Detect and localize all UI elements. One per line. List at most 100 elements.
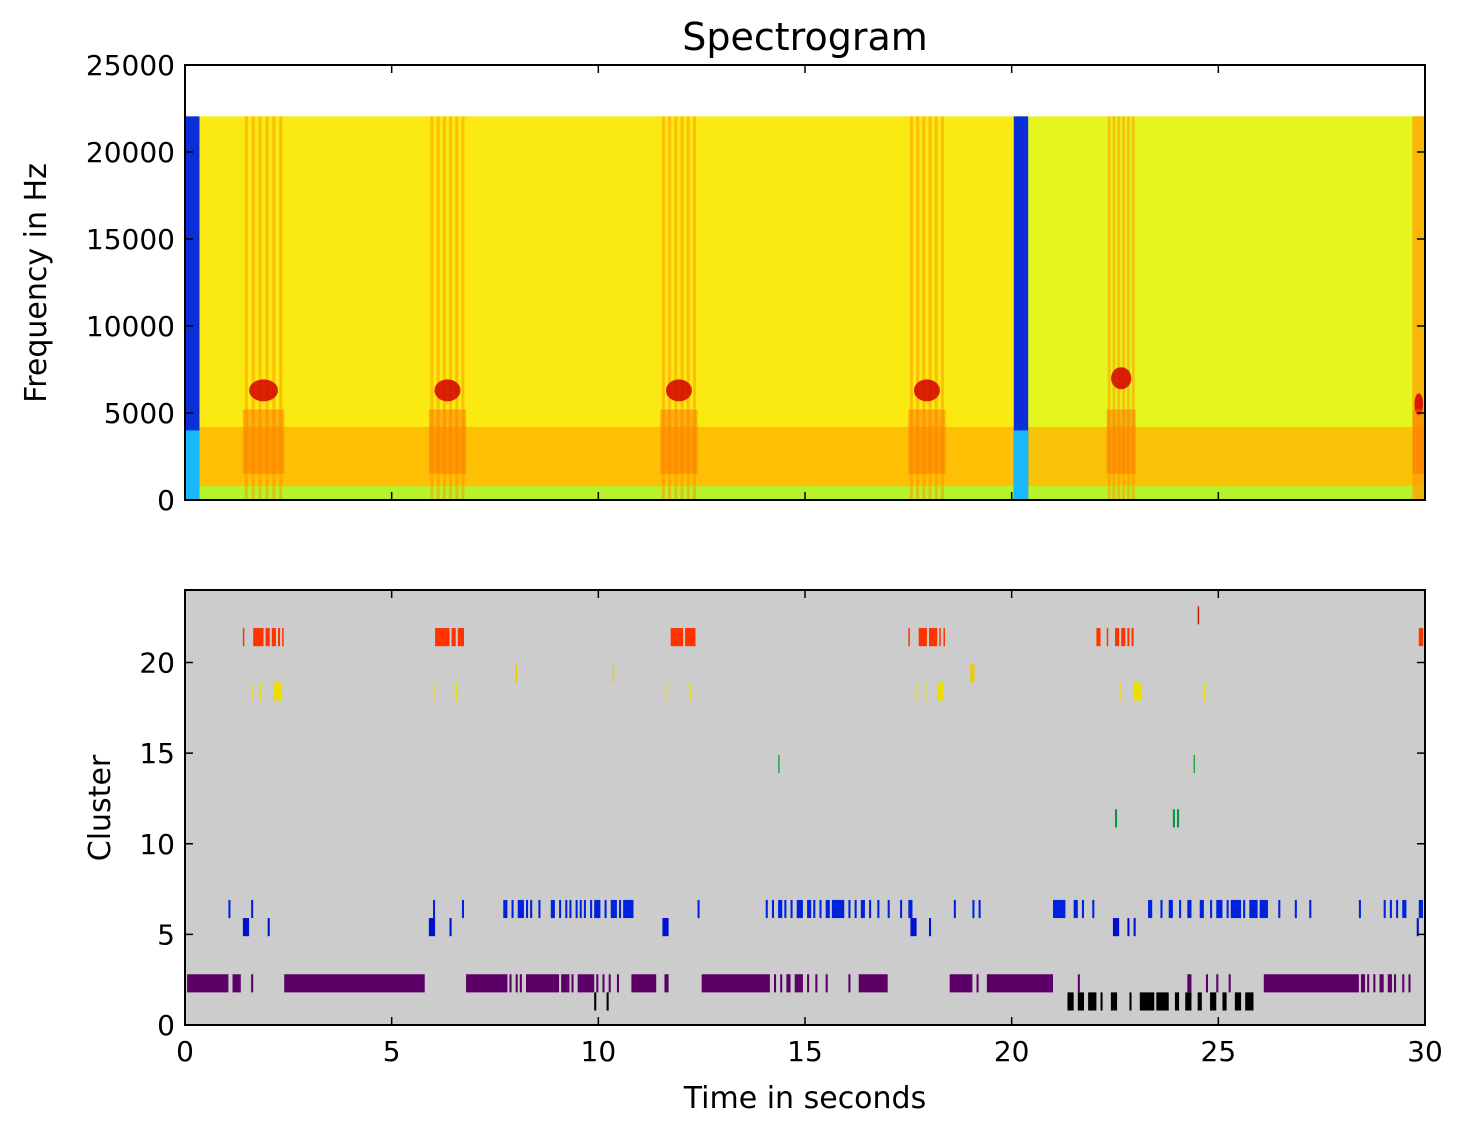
cluster-event-mark — [1243, 899, 1246, 919]
spectrogram-silence-column — [185, 116, 200, 500]
spectrogram-call-streak — [1131, 116, 1135, 500]
spectrogram-call-peak — [1111, 367, 1132, 390]
cluster-event-mark — [689, 682, 691, 701]
cluster-event-mark — [908, 628, 910, 647]
cluster-event-mark — [1228, 974, 1231, 993]
spectrogram-call-streak — [442, 116, 446, 500]
spectrogram-call-streak — [455, 116, 459, 500]
spectrogram-call-body — [908, 409, 946, 474]
cluster-event-mark — [1119, 682, 1121, 701]
cluster-event-mark — [265, 628, 270, 647]
cluster-event-mark — [1067, 992, 1074, 1011]
cluster-event-mark — [242, 918, 250, 937]
spectrogram-call-streak — [934, 116, 938, 500]
cluster-event-mark — [1172, 809, 1175, 828]
cluster-event-mark — [577, 974, 595, 993]
cluster-event-mark — [461, 899, 464, 919]
cluster-event-mark — [519, 974, 522, 993]
cluster-event-mark — [813, 899, 816, 919]
spectrogram-y-tick-label: 15000 — [86, 223, 175, 256]
cluster-event-mark — [1309, 899, 1312, 919]
cluster-event-mark — [278, 628, 281, 647]
spectrogram-call-streak — [1112, 116, 1116, 500]
cluster-event-mark — [908, 899, 913, 919]
spectrogram-y-tick-label: 10000 — [86, 310, 175, 343]
cluster-event-mark — [697, 899, 700, 919]
cluster-event-mark — [575, 899, 578, 919]
cluster-event-mark — [619, 899, 622, 919]
cluster-event-mark — [433, 899, 436, 919]
spectrogram-y-tick-label: 20000 — [86, 136, 175, 169]
spectrogram-silence-low — [185, 430, 200, 500]
cluster-event-mark — [1294, 899, 1297, 919]
spectrogram-call-streak — [909, 116, 913, 500]
cluster-event-mark — [778, 899, 783, 919]
spectrogram-call-streak — [272, 116, 276, 500]
cluster-event-mark — [784, 899, 787, 919]
cluster-event-mark — [953, 899, 956, 919]
spectrogram-call-streak — [916, 116, 920, 500]
cluster-event-mark — [604, 899, 607, 919]
cluster-event-mark — [1133, 682, 1142, 701]
spectrogram-call-streak — [461, 116, 465, 500]
spectrogram-call-streak — [244, 116, 248, 500]
spectrogram-call-streak — [251, 116, 255, 500]
cluster-event-mark — [596, 974, 599, 993]
cluster-event-mark — [232, 974, 241, 993]
spectrogram-call-peak — [913, 379, 940, 402]
cluster-event-mark — [1216, 974, 1219, 993]
cluster-event-mark — [526, 899, 529, 919]
cluster-event-mark — [815, 974, 818, 993]
spectrogram-call-streak — [1418, 116, 1422, 500]
spectrogram-call-streak — [1126, 116, 1130, 500]
cluster-event-mark — [1100, 992, 1103, 1011]
cluster-event-mark — [796, 899, 803, 919]
cluster-event-mark — [1185, 992, 1192, 1011]
cluster-event-mark — [457, 628, 464, 647]
cluster-event-mark — [1249, 899, 1258, 919]
cluster-event-mark — [559, 899, 562, 919]
cluster-event-mark — [1081, 899, 1084, 919]
cluster-marks — [187, 606, 1425, 1011]
cluster-event-mark — [1168, 899, 1173, 919]
cluster-event-mark — [790, 899, 793, 919]
cluster-event-mark — [602, 974, 605, 993]
cluster-event-mark — [1210, 992, 1217, 1011]
cluster-event-mark — [1197, 992, 1202, 1011]
spectrogram-panel: Spectrogram 0 5000 10000 15000 20000 25000 Fr… — [19, 15, 1426, 517]
cluster-x-tick-labels: 0 5 10 15 20 25 30 — [176, 1035, 1443, 1068]
cluster-event-mark — [1358, 899, 1361, 919]
cluster-event-mark — [251, 899, 254, 919]
cluster-event-mark — [1263, 974, 1359, 993]
cluster-event-mark — [1199, 899, 1204, 919]
spectrogram-silence-low — [1013, 430, 1029, 500]
cluster-event-mark — [1222, 992, 1227, 1011]
spectrogram-call-streak — [449, 116, 453, 500]
cluster-event-mark — [887, 899, 890, 919]
cluster-event-mark — [949, 974, 973, 993]
cluster-event-mark — [970, 664, 975, 683]
x-axis-label: Time in seconds — [683, 1081, 926, 1116]
cluster-event-mark — [860, 899, 865, 919]
cluster-event-mark — [1073, 899, 1078, 919]
cluster-event-mark — [1106, 628, 1109, 647]
cluster-event-mark — [569, 899, 572, 919]
cluster-x-tick-label: 0 — [176, 1035, 194, 1068]
cluster-event-mark — [1226, 899, 1229, 919]
cluster-event-mark — [594, 992, 597, 1011]
cluster-event-mark — [825, 974, 828, 993]
cluster-event-mark — [1129, 992, 1132, 1011]
cluster-event-mark — [451, 628, 456, 647]
cluster-event-mark — [612, 664, 615, 683]
spectrogram-call-peak — [665, 379, 692, 402]
cluster-event-mark — [819, 899, 822, 919]
cluster-event-mark — [1408, 974, 1411, 993]
cluster-panel: 0 5 10 15 20 0 5 10 15 20 25 30 Cluster Time in se… — [83, 589, 1443, 1116]
cluster-x-tick-label: 5 — [383, 1035, 401, 1068]
cluster-event-mark — [848, 974, 851, 993]
cluster-event-mark — [972, 899, 975, 919]
cluster-event-mark — [1379, 974, 1384, 993]
cluster-event-mark — [1088, 992, 1097, 1011]
cluster-event-mark — [1110, 992, 1118, 1011]
